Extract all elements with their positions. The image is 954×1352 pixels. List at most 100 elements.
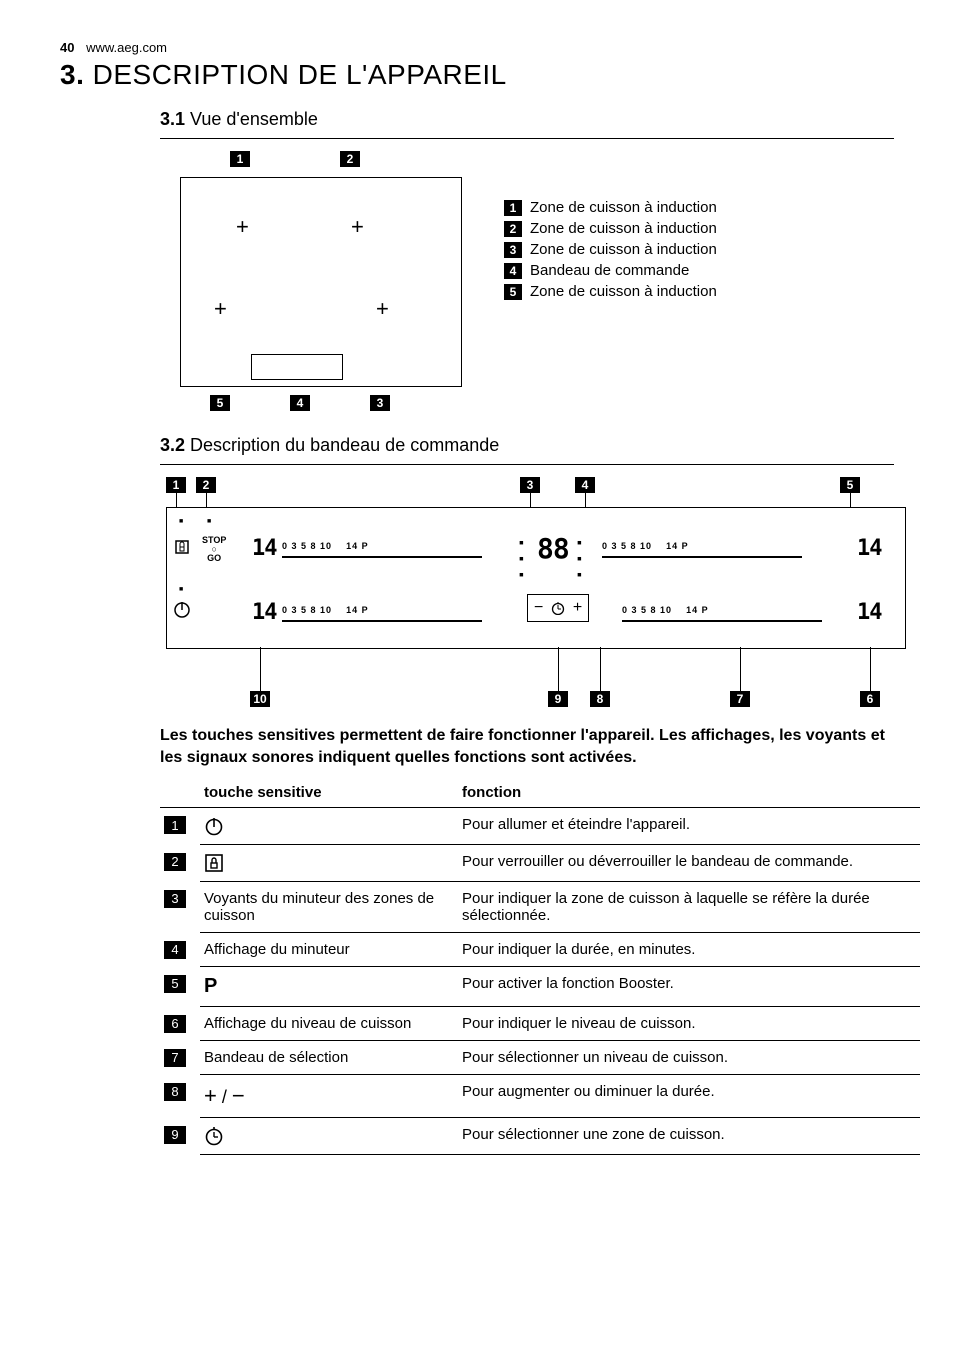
page-title: 3. DESCRIPTION DE L'APPAREIL: [60, 59, 894, 91]
site-url: www.aeg.com: [86, 40, 167, 55]
section-3-1-heading: 3.1 Vue d'ensemble: [160, 109, 894, 130]
timer-controls: − +: [527, 594, 589, 622]
panel-callout-10: 10: [250, 691, 270, 707]
zone-mark: +: [236, 216, 249, 238]
legend-num: 3: [504, 242, 522, 258]
pletter-icon: P: [204, 979, 217, 996]
power-scale: 0 3 5 8 10 14 P: [622, 605, 822, 625]
hob-diagram: 1 2 + + + + 5 4 3: [160, 151, 480, 411]
th-fonction: fonction: [458, 778, 920, 808]
level-display: 14: [857, 536, 882, 561]
zone-mark: +: [351, 216, 364, 238]
legend-text: Zone de cuisson à induction: [530, 283, 717, 300]
touche-cell: [200, 808, 458, 845]
touche-cell: + / −: [200, 1075, 458, 1118]
timer-dots: ▪▪▪: [577, 534, 582, 582]
intro-text: Les touches sensitives permettent de fai…: [160, 725, 894, 768]
fonction-cell: Pour augmenter ou diminuer la durée.: [458, 1075, 920, 1118]
table-row: 1 Pour allumer et éteindre l'appareil.: [160, 808, 920, 845]
power-scale: 0 3 5 8 10 14 P: [282, 541, 482, 561]
row-number: 5: [164, 975, 186, 993]
panel-callout-4: 4: [575, 477, 595, 493]
lock-icon: [174, 538, 190, 555]
level-display: 14: [857, 600, 882, 625]
table-row: 5 P Pour activer la fonction Booster.: [160, 967, 920, 1007]
row-number: 1: [164, 816, 186, 834]
section-3-1-title: Vue d'ensemble: [190, 109, 318, 129]
fonction-cell: Pour sélectionner une zone de cuisson.: [458, 1118, 920, 1155]
power-icon: [173, 600, 191, 618]
legend-text: Zone de cuisson à induction: [530, 199, 717, 216]
row-number: 4: [164, 941, 186, 959]
control-panel-diagram: 1 2 3 4 5 ■ ■ STOP○GO 14: [160, 477, 910, 707]
touche-cell: P: [200, 967, 458, 1007]
touche-cell: [200, 845, 458, 882]
table-row: 7 Bandeau de sélectionPour sélectionner u…: [160, 1041, 920, 1075]
section-3-2-title: Description du bandeau de commande: [190, 435, 499, 455]
fonction-cell: Pour sélectionner un niveau de cuisson.: [458, 1041, 920, 1075]
touche-cell: Bandeau de sélection: [200, 1041, 458, 1075]
level-display: 14: [252, 536, 277, 561]
table-row: 4 Affichage du minuteurPour indiquer la d…: [160, 933, 920, 967]
zone-mark: +: [376, 298, 389, 320]
callout-2: 2: [340, 151, 360, 167]
legend-text: Zone de cuisson à induction: [530, 220, 717, 237]
timer-dots: ▪▪▪: [519, 534, 524, 582]
page-number: 40: [60, 40, 74, 55]
clock-icon: [204, 1127, 224, 1144]
control-panel-mark: [251, 354, 343, 380]
divider: [160, 138, 894, 139]
touche-cell: Affichage du niveau de cuisson: [200, 1007, 458, 1041]
plusminus-icon: + / −: [204, 1090, 245, 1107]
stop-go-label: STOP○GO: [202, 536, 226, 563]
power-icon: [204, 817, 224, 834]
title-text: DESCRIPTION DE L'APPAREIL: [93, 59, 507, 90]
touche-cell: Voyants du minuteur des zones de cuisson: [200, 882, 458, 933]
hob-outline: + + + +: [180, 177, 462, 387]
section-3-2-heading: 3.2 Description du bandeau de commande: [160, 435, 894, 456]
panel-callout-2: 2: [196, 477, 216, 493]
row-number: 6: [164, 1015, 186, 1033]
row-number: 3: [164, 890, 186, 908]
section-3-2-number: 3.2: [160, 435, 185, 455]
th-touche: touche sensitive: [200, 778, 458, 808]
touche-cell: [200, 1118, 458, 1155]
table-row: 8 + / − Pour augmenter ou diminuer la duré…: [160, 1075, 920, 1118]
row-number: 9: [164, 1126, 186, 1144]
panel-callout-6: 6: [860, 691, 880, 707]
table-row: 6 Affichage du niveau de cuissonPour indi…: [160, 1007, 920, 1041]
callout-4: 4: [290, 395, 310, 411]
fonction-cell: Pour allumer et éteindre l'appareil.: [458, 808, 920, 845]
panel-callout-8: 8: [590, 691, 610, 707]
callout-5: 5: [210, 395, 230, 411]
row-number: 2: [164, 853, 186, 871]
panel-outline: ■ ■ STOP○GO 14 0 3 5 8 10 14 P ▪▪▪ 88 ▪▪…: [166, 507, 906, 649]
legend-text: Bandeau de commande: [530, 262, 689, 279]
panel-callout-1: 1: [166, 477, 186, 493]
callout-1: 1: [230, 151, 250, 167]
divider: [160, 464, 894, 465]
legend-num: 2: [504, 221, 522, 237]
panel-callout-5: 5: [840, 477, 860, 493]
fonction-cell: Pour indiquer la zone de cuisson à laque…: [458, 882, 920, 933]
fonction-cell: Pour indiquer la durée, en minutes.: [458, 933, 920, 967]
zone-mark: +: [214, 298, 227, 320]
power-scale: 0 3 5 8 10 14 P: [282, 605, 482, 625]
timer-display: 88: [537, 532, 569, 565]
fonction-cell: Pour indiquer le niveau de cuisson.: [458, 1007, 920, 1041]
table-row: 9 Pour sélectionner une zone de cuisson.: [160, 1118, 920, 1155]
fonction-cell: Pour activer la fonction Booster.: [458, 967, 920, 1007]
touche-cell: Affichage du minuteur: [200, 933, 458, 967]
panel-callout-3: 3: [520, 477, 540, 493]
section-3-1-number: 3.1: [160, 109, 185, 129]
hob-legend: 1 Zone de cuisson à induction 2 Zone de cu…: [504, 151, 717, 411]
row-number: 8: [164, 1083, 186, 1101]
lock-icon: [204, 854, 224, 871]
legend-num: 4: [504, 263, 522, 279]
legend-num: 5: [504, 284, 522, 300]
power-scale: 0 3 5 8 10 14 P: [602, 541, 802, 561]
row-number: 7: [164, 1049, 186, 1067]
functions-table: touche sensitive fonction 1 Pour allumer …: [160, 778, 920, 1155]
panel-callout-7: 7: [730, 691, 750, 707]
legend-num: 1: [504, 200, 522, 216]
